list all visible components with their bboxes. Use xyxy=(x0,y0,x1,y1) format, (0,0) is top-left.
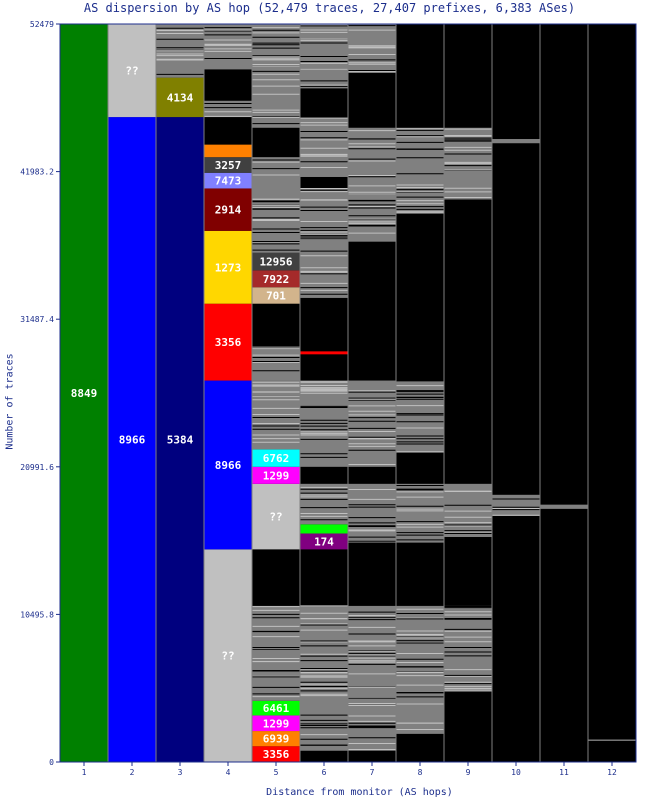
segment-hop5-1 xyxy=(252,731,300,747)
segment-label: 701 xyxy=(266,289,286,302)
segment-hop4-6 xyxy=(204,157,252,173)
y-axis-label: Number of traces xyxy=(4,353,16,450)
segment-label: 8966 xyxy=(119,434,146,447)
segment-hop5-4 xyxy=(252,483,300,550)
segment-hop8-0 xyxy=(396,605,444,734)
segment-hop10-1 xyxy=(492,139,540,144)
segment-label: 1299 xyxy=(263,469,290,482)
x-tick-label: 8 xyxy=(418,768,423,777)
segment-hop6-1 xyxy=(300,524,348,534)
segment-label: 8849 xyxy=(71,387,98,400)
segment-label: 3356 xyxy=(263,748,290,761)
segment-label: 6762 xyxy=(263,452,290,465)
segment-hop6-2 xyxy=(300,483,348,525)
segment-hop8-1 xyxy=(396,483,444,543)
segment-hop4-3 xyxy=(204,230,252,304)
x-tick-label: 11 xyxy=(559,768,569,777)
segment-label: 6939 xyxy=(263,733,290,746)
segment-label: ?? xyxy=(125,65,138,78)
segment-label: 8966 xyxy=(215,459,242,472)
y-tick-label: 31487.4 xyxy=(20,315,54,324)
y-tick-label: 0 xyxy=(49,758,54,767)
segment-hop5-5 xyxy=(252,466,300,484)
x-tick-label: 9 xyxy=(466,768,471,777)
y-tick-label: 20991.6 xyxy=(20,463,54,472)
segment-hop1-0 xyxy=(60,24,108,762)
segment-hop7-3 xyxy=(348,127,396,242)
chart-title: AS dispersion by AS hop (52,479 traces, … xyxy=(83,1,576,15)
segment-hop5-10 xyxy=(252,605,300,701)
segment-hop6-4 xyxy=(300,605,348,751)
x-tick-label: 12 xyxy=(607,768,617,777)
segment-hop4-4 xyxy=(204,188,252,231)
segment-hop11-0 xyxy=(540,504,588,509)
segment-label: 1273 xyxy=(215,261,242,274)
segment-label: 3356 xyxy=(215,336,242,349)
segment-label: ?? xyxy=(269,511,282,524)
segment-hop12-0 xyxy=(588,739,636,741)
segment-label: ?? xyxy=(221,650,234,663)
segment-hop4-5 xyxy=(204,172,252,189)
segment-hop5-6 xyxy=(252,449,300,467)
segment-hop2-1 xyxy=(108,24,156,118)
segment-hop6-3 xyxy=(300,351,348,355)
segment-hop6-7 xyxy=(300,117,348,177)
segment-hop2-0 xyxy=(108,117,156,762)
segment-hop5-7 xyxy=(252,287,300,304)
x-axis-label: Distance from monitor (AS hops) xyxy=(266,787,453,798)
segment-hop5-9 xyxy=(252,252,300,271)
x-tick-label: 3 xyxy=(178,768,183,777)
x-tick-label: 4 xyxy=(226,768,231,777)
segment-hop4-9 xyxy=(204,24,252,70)
segment-label: 5384 xyxy=(167,434,194,447)
segment-hop5-0 xyxy=(252,746,300,762)
segment-hop10-0 xyxy=(492,494,540,516)
segment-hop8-2 xyxy=(396,380,444,453)
segment-hop4-8 xyxy=(204,100,252,118)
segment-label: 12956 xyxy=(259,256,292,269)
segment-hop7-4 xyxy=(348,24,396,73)
segment-hop5-12 xyxy=(252,345,300,381)
segment-label: 174 xyxy=(314,535,334,548)
y-tick-label: 10495.8 xyxy=(20,610,54,619)
segment-label: 6461 xyxy=(263,702,290,715)
segment-hop3-1 xyxy=(156,77,204,118)
x-tick-label: 1 xyxy=(82,768,87,777)
segment-hop9-0 xyxy=(444,605,492,692)
segment-label: 4134 xyxy=(167,91,194,104)
segment-hop3-0 xyxy=(156,117,204,762)
y-tick-label: 41983.2 xyxy=(20,168,54,177)
x-tick-label: 10 xyxy=(511,768,521,777)
segment-hop5-2 xyxy=(252,715,300,732)
segment-label: 2914 xyxy=(215,204,242,217)
segment-label: 1299 xyxy=(263,717,290,730)
x-tick-label: 2 xyxy=(130,768,135,777)
x-tick-label: 7 xyxy=(370,768,375,777)
segment-hop5-3 xyxy=(252,700,300,716)
segment-hop9-1 xyxy=(444,483,492,537)
segment-hop7-2 xyxy=(348,380,396,467)
segment-hop6-0 xyxy=(300,533,348,550)
y-tick-label: 52479 xyxy=(30,20,54,29)
x-tick-label: 5 xyxy=(274,768,279,777)
x-tick-label: 6 xyxy=(322,768,327,777)
segment-hop7-1 xyxy=(348,483,396,543)
segment-label: 7922 xyxy=(263,273,290,286)
segment-hop4-2 xyxy=(204,303,252,381)
segment-label: 3257 xyxy=(215,159,242,172)
segment-hop4-0 xyxy=(204,549,252,762)
segment-hop5-8 xyxy=(252,270,300,288)
segment-hop6-6 xyxy=(300,188,348,298)
plot-frame xyxy=(59,23,637,763)
segment-hop4-1 xyxy=(204,380,252,550)
segment-label: 7473 xyxy=(215,175,242,188)
segment-hop4-7 xyxy=(204,144,252,158)
